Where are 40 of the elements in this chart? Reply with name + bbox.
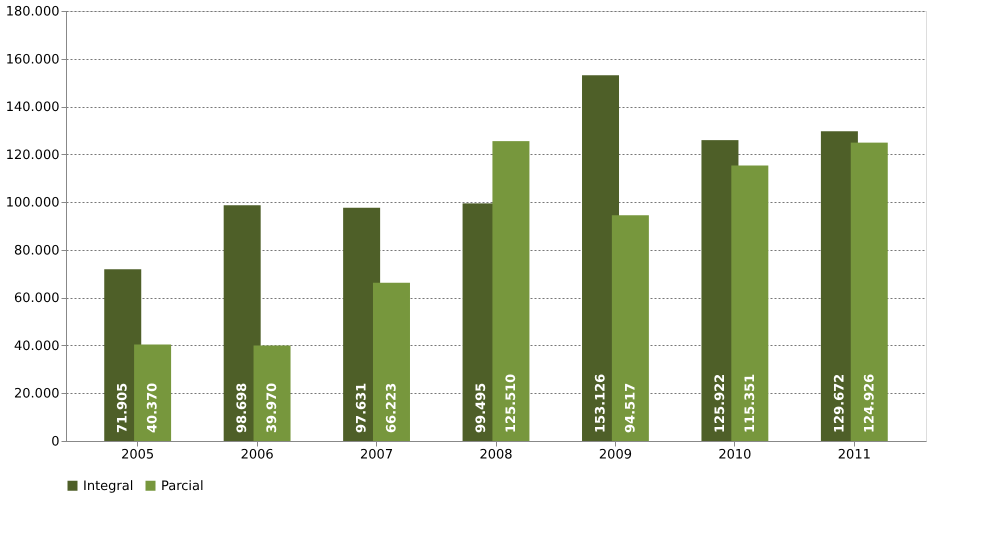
- data-label: 124.926: [862, 374, 878, 433]
- y-tick-label: 20.000: [14, 386, 60, 402]
- y-tick-label: 0: [51, 434, 60, 450]
- x-tick-label: 2007: [360, 448, 394, 462]
- bar: [254, 346, 291, 441]
- data-label: 99.495: [474, 382, 490, 433]
- x-tick-label: 2011: [838, 448, 871, 462]
- x-tick-label: 2006: [240, 448, 274, 462]
- x-tick-label: 2008: [479, 448, 513, 462]
- data-label: 71.905: [116, 382, 131, 433]
- legend-label: Parcial: [161, 478, 204, 494]
- data-label: 129.672: [832, 374, 848, 433]
- y-tick-label: 100.000: [6, 196, 60, 211]
- data-label: 66.223: [384, 382, 400, 433]
- bar: [134, 344, 172, 441]
- y-tick-label: 160.000: [6, 52, 60, 68]
- data-label: 40.370: [146, 382, 161, 433]
- bar: [372, 282, 410, 441]
- y-tick-label: 180.000: [6, 4, 60, 20]
- legend-label: Integral: [83, 478, 134, 494]
- y-tick-label: 120.000: [6, 148, 60, 163]
- data-label: 125.510: [504, 374, 519, 433]
- x-tick-label: 2009: [598, 448, 632, 462]
- x-tick-label: 2010: [718, 448, 752, 462]
- bar: [850, 142, 888, 441]
- bar: [612, 215, 649, 441]
- bar: [731, 165, 768, 441]
- data-label: 39.970: [265, 382, 280, 433]
- data-label: 125.922: [712, 374, 728, 433]
- data-label: 94.517: [623, 382, 638, 433]
- data-label: 97.631: [354, 382, 370, 433]
- data-label: 115.351: [742, 374, 758, 433]
- data-label: 153.126: [594, 374, 609, 433]
- bar: [492, 141, 530, 441]
- data-label: 98.698: [235, 382, 250, 433]
- y-tick-label: 140.000: [6, 100, 60, 116]
- y-tick-label: 80.000: [14, 243, 60, 258]
- x-tick-label: 2005: [121, 448, 154, 462]
- y-tick-label: 60.000: [14, 291, 60, 306]
- y-tick-label: 40.000: [14, 338, 60, 354]
